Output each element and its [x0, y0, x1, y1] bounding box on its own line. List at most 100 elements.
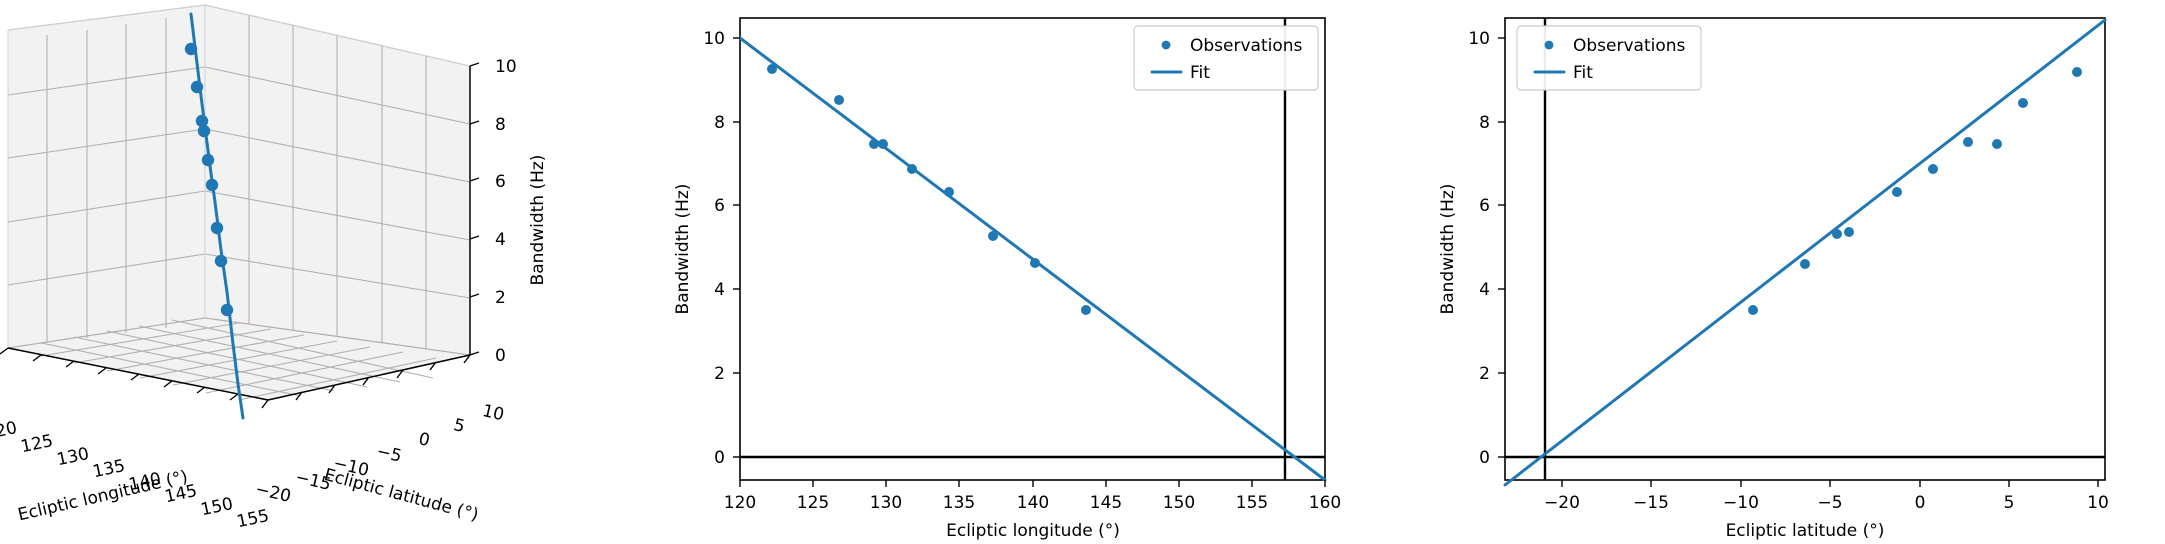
panel-bandwidth-vs-longitude: 120 125 130 135 140 145 150 155 160 Ecli… — [673, 0, 1445, 544]
tick-lon-x-6: 150 — [1163, 493, 1195, 513]
obs-point-lon — [944, 187, 954, 197]
fit-line-lat — [1503, 18, 2107, 487]
obs-point-lon — [767, 64, 777, 74]
axis-label-lat-x: Ecliptic latitude (°) — [1726, 521, 1885, 541]
obs-point-3d — [205, 178, 219, 192]
obs-point-3d — [210, 221, 224, 235]
obs-point-lon — [988, 231, 998, 241]
tick-lat-x-2: −10 — [1723, 493, 1759, 513]
tick-lon-y-3: 6 — [714, 196, 725, 216]
obs-point-lat — [2072, 67, 2082, 77]
legend-fit-label: Fit — [1190, 63, 1210, 83]
obs-point-lat — [1928, 164, 1938, 174]
tick-lat-y-4: 8 — [1479, 113, 1490, 133]
tick-lon-x-4: 140 — [1017, 493, 1049, 513]
obs-point-3d — [184, 42, 198, 56]
tick-lon-x-7: 155 — [1236, 493, 1268, 513]
panel-bandwidth-vs-latitude: −20 −15 −10 −5 0 5 10 Ecliptic latitude … — [1438, 0, 2165, 544]
tick-lon-x-2: 130 — [870, 493, 902, 513]
obs-point-3d — [214, 254, 228, 268]
legend-fit-label: Fit — [1573, 63, 1593, 83]
panel-3d-svg: 120 125 130 135 140 145 150 155 Ecliptic… — [0, 4, 548, 532]
tick-lat-x-5: 5 — [2004, 493, 2015, 513]
legend-box-lon — [1133, 25, 1319, 91]
tick-3d-x-1: 125 — [19, 431, 55, 457]
tick-lon-y-5: 10 — [703, 29, 725, 49]
axis-y-lon: 0 2 4 6 8 10 Bandwidth (Hz) — [673, 29, 740, 468]
axis-z-ticks-3d: 0 2 4 6 8 10 Bandwidth (Hz) — [469, 57, 548, 366]
tick-lon-x-3: 135 — [943, 493, 975, 513]
axis-label-3d-z: Bandwidth (Hz) — [528, 155, 548, 286]
observations-lon — [767, 64, 1091, 315]
panel-3d-projection: 120 125 130 135 140 145 150 155 Ecliptic… — [0, 0, 700, 544]
tick-3d-y-0: −20 — [253, 479, 292, 507]
tick-3d-x-2: 130 — [55, 444, 91, 470]
obs-point-3d — [190, 80, 204, 94]
tick-3d-y-4: 0 — [417, 429, 432, 451]
axis-y-lat: 0 2 4 6 8 10 Bandwidth (Hz) — [1438, 29, 1505, 468]
tick-3d-z-4: 8 — [495, 115, 506, 135]
tick-3d-z-0: 0 — [495, 346, 506, 366]
tick-3d-x-6: 150 — [199, 494, 235, 520]
obs-point-lon — [834, 95, 844, 105]
tick-lat-y-0: 0 — [1479, 448, 1490, 468]
obs-point-3d — [201, 153, 215, 167]
obs-point-lon — [1030, 258, 1040, 268]
obs-point-lat — [1892, 187, 1902, 197]
legend-lat: Observations Fit — [1516, 25, 1702, 91]
pane-left — [8, 5, 205, 348]
tick-lon-x-5: 145 — [1090, 493, 1122, 513]
tick-lat-x-4: 0 — [1915, 493, 1926, 513]
obs-point-3d — [195, 114, 209, 128]
tick-3d-x-0: 120 — [0, 418, 19, 444]
tick-3d-y-6: 10 — [480, 401, 506, 425]
tick-lon-x-1: 125 — [797, 493, 829, 513]
tick-3d-z-1: 2 — [495, 288, 506, 308]
axis-x-lat: −20 −15 −10 −5 0 5 10 Ecliptic latitude … — [1544, 480, 2109, 541]
obs-point-lon — [869, 139, 879, 149]
obs-point-lat — [1800, 259, 1810, 269]
obs-point-lat — [1844, 227, 1854, 237]
tick-lat-x-6: 10 — [2087, 493, 2109, 513]
axis-label-lat-y: Bandwidth (Hz) — [1438, 184, 1458, 315]
tick-lat-y-1: 2 — [1479, 364, 1490, 384]
obs-point-lon — [1081, 305, 1091, 315]
tick-lat-y-3: 6 — [1479, 196, 1490, 216]
obs-point-lon — [907, 164, 917, 174]
tick-lon-y-4: 8 — [714, 113, 725, 133]
obs-point-lat — [1992, 139, 2002, 149]
legend-observations-label: Observations — [1573, 36, 1686, 56]
plot-frame-lat — [1504, 17, 2106, 481]
tick-3d-z-3: 6 — [495, 172, 506, 192]
tick-3d-y-5: 5 — [452, 415, 467, 437]
tick-lat-x-3: −5 — [1817, 493, 1842, 513]
tick-3d-z-5: 10 — [495, 57, 517, 77]
axis-label-lon-x: Ecliptic longitude (°) — [946, 521, 1120, 541]
tick-lon-y-2: 4 — [714, 280, 725, 300]
legend-box-lat — [1516, 25, 1702, 91]
legend-lon: Observations Fit — [1133, 25, 1319, 91]
legend-observations-marker-icon — [1161, 40, 1171, 50]
tick-lon-x-0: 120 — [724, 493, 756, 513]
observations-3d — [184, 42, 234, 317]
axis-x-lon: 120 125 130 135 140 145 150 155 160 Ecli… — [724, 480, 1341, 541]
legend-observations-label: Observations — [1190, 36, 1303, 56]
tick-3d-x-3: 135 — [91, 456, 127, 482]
observations-lat — [1748, 67, 2082, 315]
tick-lat-x-1: −15 — [1633, 493, 1669, 513]
obs-point-3d — [220, 303, 234, 317]
tick-3d-z-2: 4 — [495, 230, 506, 250]
obs-point-lat — [1748, 305, 1758, 315]
tick-3d-y-3: −5 — [375, 442, 404, 467]
tick-lat-y-2: 4 — [1479, 280, 1490, 300]
tick-lat-y-5: 10 — [1468, 29, 1490, 49]
legend-observations-marker-icon — [1544, 40, 1554, 50]
obs-point-lat — [2018, 98, 2028, 108]
tick-3d-x-7: 155 — [235, 506, 271, 532]
tick-lon-y-0: 0 — [714, 448, 725, 468]
axis-label-lon-y: Bandwidth (Hz) — [673, 184, 693, 315]
tick-lon-x-8: 160 — [1309, 493, 1341, 513]
obs-point-lon — [878, 139, 888, 149]
obs-point-lat — [1963, 137, 1973, 147]
